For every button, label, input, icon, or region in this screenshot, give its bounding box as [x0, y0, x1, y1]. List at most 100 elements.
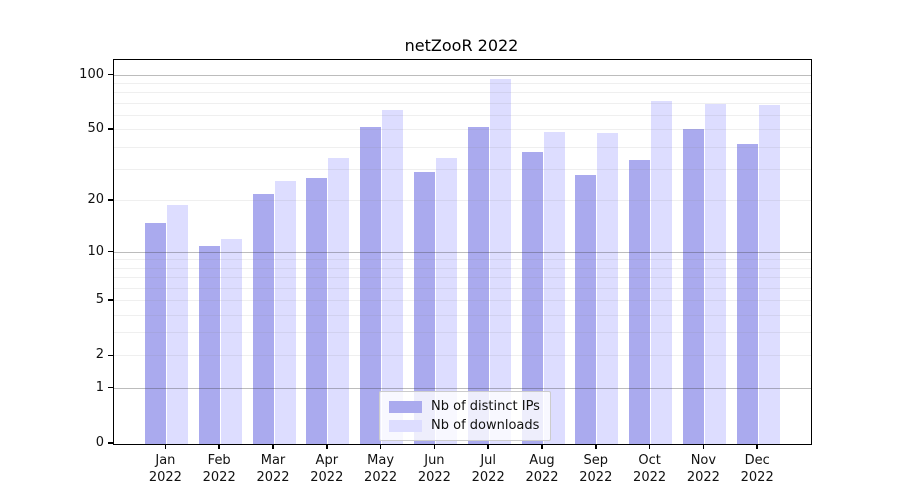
y-tick-mark-100: [108, 73, 113, 76]
bar-downloads-jan: [166, 204, 188, 444]
x-label-month: Jul: [480, 453, 497, 468]
x-tick-label-nov: Nov 2022: [687, 452, 720, 486]
x-label-month: May: [367, 453, 395, 468]
legend-swatch-distinct-ips: [389, 400, 422, 413]
y-tick-mark-5: [108, 299, 113, 301]
bar-downloads-jul: [489, 78, 511, 444]
x-label-year: 2022: [525, 470, 559, 485]
gridline-minor-6: [114, 287, 811, 289]
x-tick-label-apr: Apr 2022: [310, 452, 343, 486]
y-tick-label-1: 1: [95, 379, 104, 395]
x-tick-mark-feb: [218, 444, 220, 449]
bar-downloads-may: [382, 109, 404, 444]
y-tick-mark-2: [108, 354, 113, 357]
y-tick-mark-0: [108, 442, 113, 444]
x-tick-mark-oct: [648, 444, 651, 449]
gridline-major-10: [114, 251, 811, 253]
x-label-year: 2022: [202, 470, 236, 485]
bar-downloads-oct: [651, 101, 673, 444]
bar-downloads-sep: [597, 133, 619, 444]
legend-swatch-downloads: [389, 419, 422, 432]
bar-downloads-aug: [543, 131, 565, 444]
bar-distinct-ips-nov: [682, 128, 704, 444]
x-label-month: Jun: [424, 453, 445, 468]
gridline-minor-20: [114, 199, 811, 201]
x-label-year: 2022: [417, 470, 451, 485]
x-label-year: 2022: [256, 470, 290, 485]
bar-distinct-ips-jul: [467, 127, 489, 444]
y-tick-label-2: 2: [95, 347, 104, 363]
y-tick-mark-20: [108, 199, 113, 201]
x-tick-label-may: May 2022: [364, 452, 397, 486]
legend-label-downloads: Nb of downloads: [431, 418, 540, 433]
legend-item-distinct-ips: Nb of distinct IPs: [389, 399, 540, 414]
x-label-year: 2022: [579, 470, 613, 485]
x-label-month: Mar: [260, 453, 286, 468]
bar-distinct-ips-feb: [198, 245, 220, 444]
x-label-year: 2022: [148, 470, 182, 485]
x-label-month: Jan: [155, 453, 176, 468]
x-tick-label-sep: Sep 2022: [579, 452, 612, 486]
y-tick-label-0: 0: [95, 435, 104, 450]
gridline-minor-70: [114, 102, 811, 104]
gridline-minor-3: [114, 332, 811, 334]
bar-downloads-mar: [274, 180, 296, 444]
bar-distinct-ips-sep: [575, 175, 597, 444]
x-label-month: Feb: [207, 453, 231, 468]
x-tick-mark-may: [379, 444, 382, 449]
x-label-month: Oct: [638, 453, 661, 468]
x-tick-mark-sep: [595, 444, 597, 449]
x-tick-label-oct: Oct 2022: [633, 452, 666, 486]
y-tick-mark-50: [108, 128, 113, 130]
x-tick-label-jun: Jun 2022: [418, 452, 451, 486]
x-tick-mark-jun: [433, 444, 436, 449]
x-label-year: 2022: [740, 470, 774, 485]
bar-distinct-ips-apr: [306, 177, 328, 444]
gridline-minor-50: [114, 129, 811, 131]
bar-distinct-ips-dec: [736, 143, 758, 444]
x-tick-mark-dec: [756, 444, 758, 449]
y-tick-label-5: 5: [95, 291, 104, 307]
x-label-month: Nov: [690, 453, 717, 468]
gridline-minor-40: [114, 146, 811, 148]
y-tick-mark-1: [108, 386, 113, 389]
gridline-minor-9: [114, 259, 811, 261]
legend-label-distinct-ips: Nb of distinct IPs: [431, 399, 540, 414]
x-label-year: 2022: [633, 470, 667, 485]
x-tick-mark-jan: [164, 444, 167, 449]
x-label-year: 2022: [471, 470, 505, 485]
plot-area: Nb of distinct IPs Nb of downloads: [113, 59, 812, 445]
gridline-minor-80: [114, 92, 811, 94]
bar-downloads-feb: [220, 239, 242, 444]
gridline-minor-90: [114, 82, 811, 84]
y-tick-label-50: 50: [87, 121, 104, 137]
legend: Nb of distinct IPs Nb of downloads: [379, 391, 551, 441]
x-tick-label-jan: Jan 2022: [149, 452, 182, 486]
y-tick-mark-10: [108, 250, 113, 253]
gridline-minor-8: [114, 267, 811, 269]
bar-distinct-ips-aug: [521, 151, 543, 444]
x-label-month: Sep: [583, 453, 609, 468]
bar-distinct-ips-jun: [413, 172, 435, 444]
x-tick-label-mar: Mar 2022: [256, 452, 289, 486]
x-tick-label-dec: Dec 2022: [741, 452, 774, 486]
x-label-year: 2022: [686, 470, 720, 485]
bar-downloads-dec: [758, 104, 780, 444]
x-label-year: 2022: [364, 470, 398, 485]
x-tick-label-jul: Jul 2022: [472, 452, 505, 486]
gridline-minor-30: [114, 168, 811, 170]
x-label-month: Apr: [315, 453, 339, 468]
gridline-major-100: [114, 74, 811, 76]
bar-distinct-ips-may: [360, 127, 382, 444]
gridline-minor-60: [114, 114, 811, 116]
y-tick-label-20: 20: [87, 191, 104, 207]
x-tick-label-feb: Feb 2022: [203, 452, 236, 486]
legend-item-downloads: Nb of downloads: [389, 418, 540, 433]
x-tick-mark-nov: [702, 444, 705, 449]
x-label-year: 2022: [310, 470, 344, 485]
bar-downloads-jun: [435, 157, 457, 444]
chart-title: netZooR 2022: [404, 36, 519, 55]
gridline-minor-4: [114, 314, 811, 316]
gridline-minor-2: [114, 355, 811, 357]
